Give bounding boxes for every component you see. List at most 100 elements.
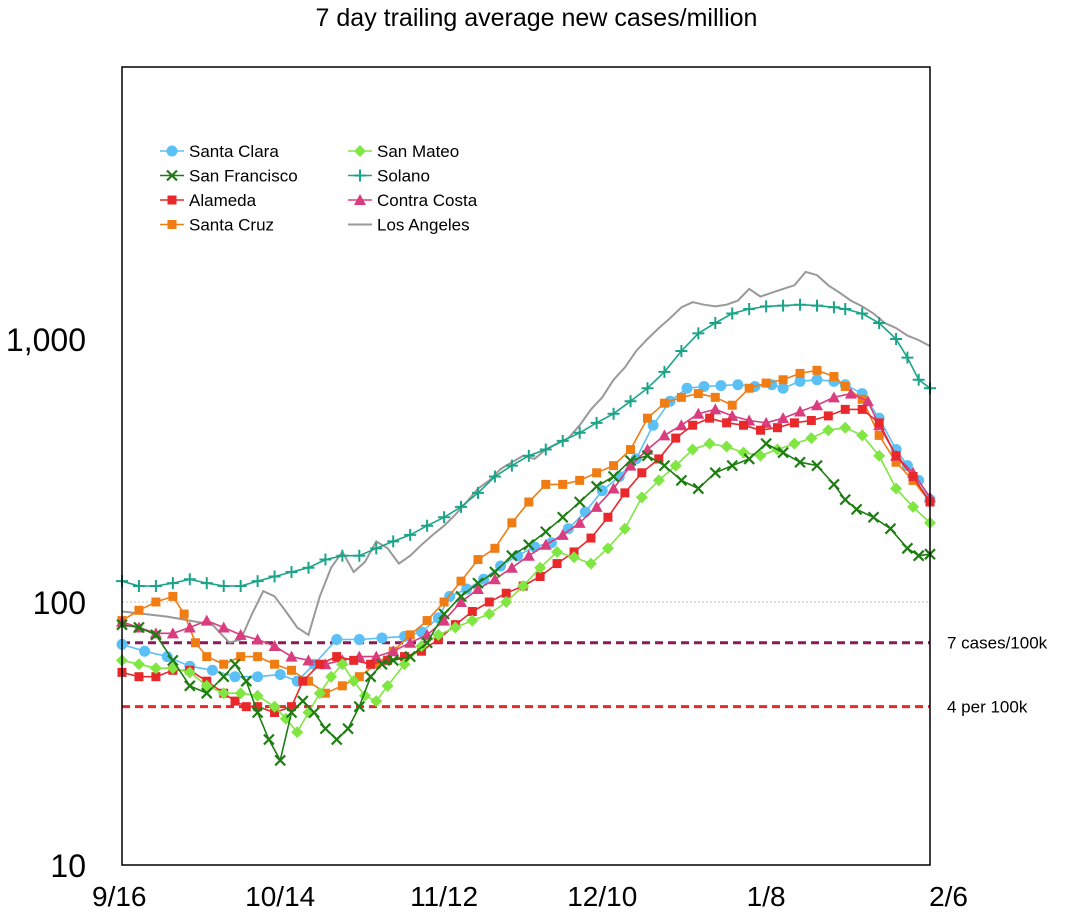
data-point xyxy=(722,418,732,428)
data-point xyxy=(302,654,315,666)
legend-item: Los Angeles xyxy=(348,216,470,235)
data-point xyxy=(217,621,230,633)
data-point xyxy=(505,459,518,472)
data-point xyxy=(867,511,880,524)
x-tick-label: 10/14 xyxy=(245,881,315,912)
axis-labels: 10 100 1,000 9/16 10/14 11/12 12/10 1/8 2/6 xyxy=(6,322,968,912)
x-tick-label: 1/8 xyxy=(747,881,786,912)
data-point xyxy=(456,576,466,586)
data-point xyxy=(473,555,483,565)
data-point xyxy=(709,466,722,479)
data-point xyxy=(200,687,213,699)
data-point xyxy=(626,445,636,455)
data-point xyxy=(705,413,715,423)
data-point xyxy=(558,479,568,489)
data-point xyxy=(901,460,913,472)
data-point xyxy=(438,614,451,626)
data-point xyxy=(794,405,807,417)
data-point xyxy=(839,493,852,506)
data-point xyxy=(857,404,867,414)
data-point xyxy=(539,525,552,538)
data-point xyxy=(607,482,620,494)
data-point xyxy=(432,628,445,641)
series-line xyxy=(121,392,931,666)
data-point xyxy=(167,220,177,229)
data-point xyxy=(297,695,309,707)
data-point xyxy=(524,497,534,507)
data-point xyxy=(726,307,739,320)
data-point xyxy=(151,597,161,607)
plot-frame xyxy=(121,66,931,866)
data-point xyxy=(601,542,614,555)
data-point xyxy=(755,425,765,435)
data-point xyxy=(907,500,920,513)
data-point xyxy=(217,580,230,593)
data-point xyxy=(658,429,671,441)
data-point xyxy=(488,573,501,585)
legend-item: Alameda xyxy=(160,191,257,210)
data-point xyxy=(659,398,669,408)
data-point xyxy=(579,506,591,518)
data-point xyxy=(285,650,298,662)
data-point xyxy=(778,375,788,385)
data-point xyxy=(658,365,671,378)
data-point xyxy=(675,345,688,358)
data-point xyxy=(308,706,320,719)
data-point xyxy=(353,700,366,713)
data-point xyxy=(274,754,286,767)
data-point xyxy=(850,503,863,516)
data-point xyxy=(287,665,297,675)
data-point xyxy=(151,672,161,682)
data-point xyxy=(336,549,349,562)
data-point xyxy=(772,423,782,433)
data-point xyxy=(901,351,914,364)
data-point xyxy=(184,680,196,692)
data-point xyxy=(354,194,366,205)
data-point xyxy=(703,437,716,450)
data-point xyxy=(149,662,162,675)
data-point xyxy=(839,303,852,316)
data-point xyxy=(891,457,901,467)
data-point xyxy=(552,559,562,569)
data-point xyxy=(556,511,569,524)
data-point xyxy=(692,482,705,495)
data-point xyxy=(313,687,326,700)
data-point xyxy=(353,549,366,562)
data-point xyxy=(715,380,727,392)
data-point xyxy=(183,666,196,679)
data-point xyxy=(829,372,839,382)
data-point xyxy=(354,672,364,682)
data-point xyxy=(331,634,343,646)
legend-item: Contra Costa xyxy=(348,191,478,210)
series-line xyxy=(121,303,931,587)
data-point xyxy=(371,659,381,669)
data-point xyxy=(336,658,349,671)
data-point xyxy=(183,573,196,586)
data-point xyxy=(732,379,744,391)
data-point xyxy=(467,607,477,617)
data-point xyxy=(891,451,901,461)
data-point xyxy=(603,512,613,522)
data-point xyxy=(539,443,552,456)
data-point xyxy=(681,382,693,394)
data-point xyxy=(844,387,857,399)
data-point xyxy=(840,381,850,391)
series-line xyxy=(121,426,931,734)
data-point xyxy=(794,456,806,468)
x-tick-label: 12/10 xyxy=(567,881,637,912)
legend-label: San Mateo xyxy=(377,142,459,161)
data-point xyxy=(330,733,343,746)
chart-title: 7 day trailing average new cases/million xyxy=(315,4,758,32)
data-point xyxy=(383,655,393,665)
data-point xyxy=(874,418,884,428)
data-point xyxy=(370,650,383,662)
data-point xyxy=(641,382,654,395)
data-point xyxy=(167,654,179,667)
x-tick-label: 9/16 xyxy=(92,881,147,912)
data-point xyxy=(901,542,914,555)
data-point xyxy=(726,409,739,421)
data-point xyxy=(856,307,869,320)
data-point xyxy=(438,511,451,524)
data-point xyxy=(251,633,264,645)
data-point xyxy=(455,590,467,603)
